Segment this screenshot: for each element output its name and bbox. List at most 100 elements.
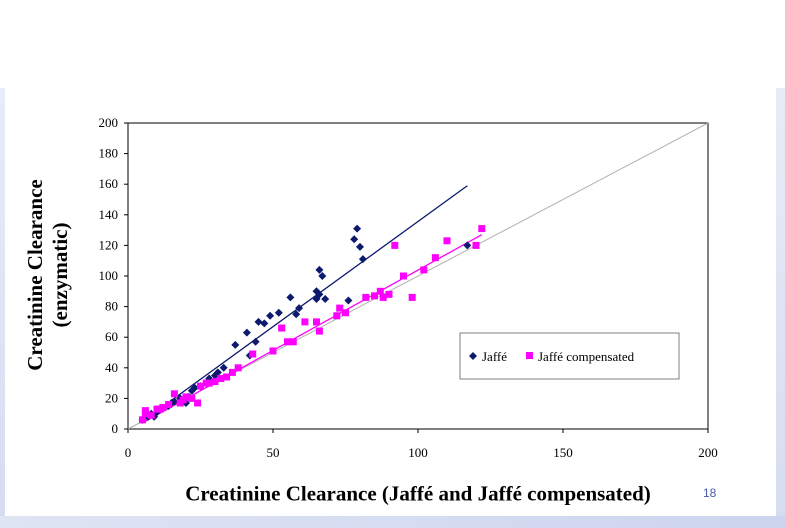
y-tick-label: 160: [99, 176, 119, 191]
legend: Jaffé Jaffé compensated: [459, 332, 680, 380]
y-tick-label: 120: [99, 237, 119, 252]
data-point-series-1: [333, 312, 341, 320]
y-tick-label: 20: [105, 390, 118, 405]
y-tick-label: 180: [99, 146, 119, 161]
slide-top-area: [0, 0, 785, 88]
slide-left-decoration: [0, 88, 5, 528]
data-point-series-1: [165, 401, 173, 409]
data-point-series-1: [408, 293, 416, 301]
data-point-series-1: [211, 378, 219, 386]
data-point-series-0: [356, 242, 364, 251]
data-point-series-1: [315, 327, 323, 335]
data-point-series-1: [147, 411, 155, 419]
data-point-series-0: [251, 337, 260, 346]
data-point-series-1: [478, 225, 486, 233]
y-tick-label: 60: [105, 329, 118, 344]
data-point-series-1: [379, 293, 387, 301]
x-tick-label: 100: [408, 445, 428, 460]
data-point-series-1: [205, 379, 213, 387]
data-point-series-0: [219, 363, 228, 372]
data-point-series-0: [260, 319, 269, 328]
data-point-series-1: [313, 318, 320, 326]
data-point-series-1: [217, 375, 225, 383]
data-point-series-0: [315, 290, 324, 299]
data-point-series-1: [159, 404, 167, 412]
data-point-series-0: [170, 397, 179, 406]
y-tick-label: 100: [99, 268, 119, 283]
data-point-series-1: [141, 407, 149, 415]
legend-box: [459, 332, 680, 380]
y-axis-label-line-1: Creatinine Clearance: [23, 179, 47, 371]
y-axis-ticks: 0 20 40 60 80 100 120 140 160 180 200: [99, 115, 128, 436]
data-point-series-1: [472, 241, 480, 249]
data-point-series-1: [269, 347, 277, 355]
legend-marker-jaffe-compensated: [526, 352, 533, 359]
data-point-series-1: [336, 304, 344, 312]
data-point-series-0: [350, 235, 359, 244]
data-point-series-1: [182, 393, 190, 401]
data-point-series-1: [194, 399, 202, 407]
y-tick-label: 0: [112, 421, 119, 436]
data-point-series-0: [274, 308, 283, 317]
data-point-series-0: [318, 272, 327, 280]
data-point-series-0: [254, 317, 263, 326]
slide-number: 18: [703, 486, 717, 500]
data-point-series-0: [315, 265, 324, 274]
data-point-series-1: [197, 382, 204, 390]
data-point-series-0: [358, 255, 367, 264]
chart-panel: [5, 88, 776, 516]
data-point-series-0: [231, 340, 240, 349]
data-point-series-1: [371, 292, 378, 300]
data-points: [138, 224, 486, 424]
data-point-series-1: [443, 237, 451, 245]
data-point-series-1: [170, 390, 178, 398]
y-tick-label: 140: [99, 207, 119, 222]
x-axis-ticks: 0 50 100 150 200: [125, 429, 718, 460]
data-point-series-0: [286, 293, 295, 302]
trendlines: [142, 185, 483, 424]
data-point-series-1: [289, 338, 297, 346]
data-point-series-0: [266, 311, 275, 320]
legend-label-jaffe-compensated: Jaffé compensated: [538, 349, 635, 364]
data-point-series-1: [278, 324, 286, 332]
y-tick-label: 200: [99, 115, 119, 130]
data-point-series-1: [420, 266, 428, 274]
data-point-series-1: [284, 338, 291, 346]
legend-marker-jaffe: [469, 352, 477, 360]
y-axis-label-line-2: (enzymatic): [48, 222, 72, 328]
x-tick-label: 0: [125, 445, 132, 460]
x-tick-label: 200: [698, 445, 718, 460]
data-point-series-1: [228, 368, 236, 376]
data-point-series-1: [391, 241, 399, 249]
data-point-series-1: [362, 293, 370, 301]
data-point-series-1: [385, 290, 393, 298]
data-point-series-1: [301, 318, 309, 326]
slide-right-decoration: [776, 88, 785, 528]
data-point-series-1: [188, 394, 196, 402]
x-tick-label: 50: [267, 445, 280, 460]
x-axis-label: Creatinine Clearance (Jaffé and Jaffé co…: [185, 481, 651, 506]
y-tick-label: 40: [105, 360, 118, 375]
data-point-series-1: [234, 364, 242, 372]
data-point-series-0: [242, 328, 251, 337]
data-point-series-1: [400, 272, 407, 280]
data-point-series-0: [344, 296, 353, 305]
data-point-series-0: [213, 368, 222, 377]
data-point-series-0: [321, 294, 330, 303]
y-tick-label: 80: [105, 299, 118, 314]
trendline-series-0: [142, 185, 468, 422]
data-point-series-0: [295, 304, 304, 313]
data-point-series-0: [463, 241, 472, 250]
data-point-series-0: [292, 310, 301, 319]
data-point-series-1: [376, 287, 384, 295]
data-point-series-1: [249, 350, 257, 358]
data-point-series-0: [190, 383, 199, 392]
data-point-series-1: [139, 416, 146, 424]
slide-bottom-decoration: [0, 516, 785, 528]
data-point-series-1: [223, 373, 231, 381]
data-point-series-1: [431, 254, 439, 262]
legend-label-jaffe: Jaffé: [482, 349, 507, 364]
y-axis-label: Creatinine Clearance (enzymatic): [23, 179, 73, 370]
data-point-series-1: [342, 309, 349, 317]
